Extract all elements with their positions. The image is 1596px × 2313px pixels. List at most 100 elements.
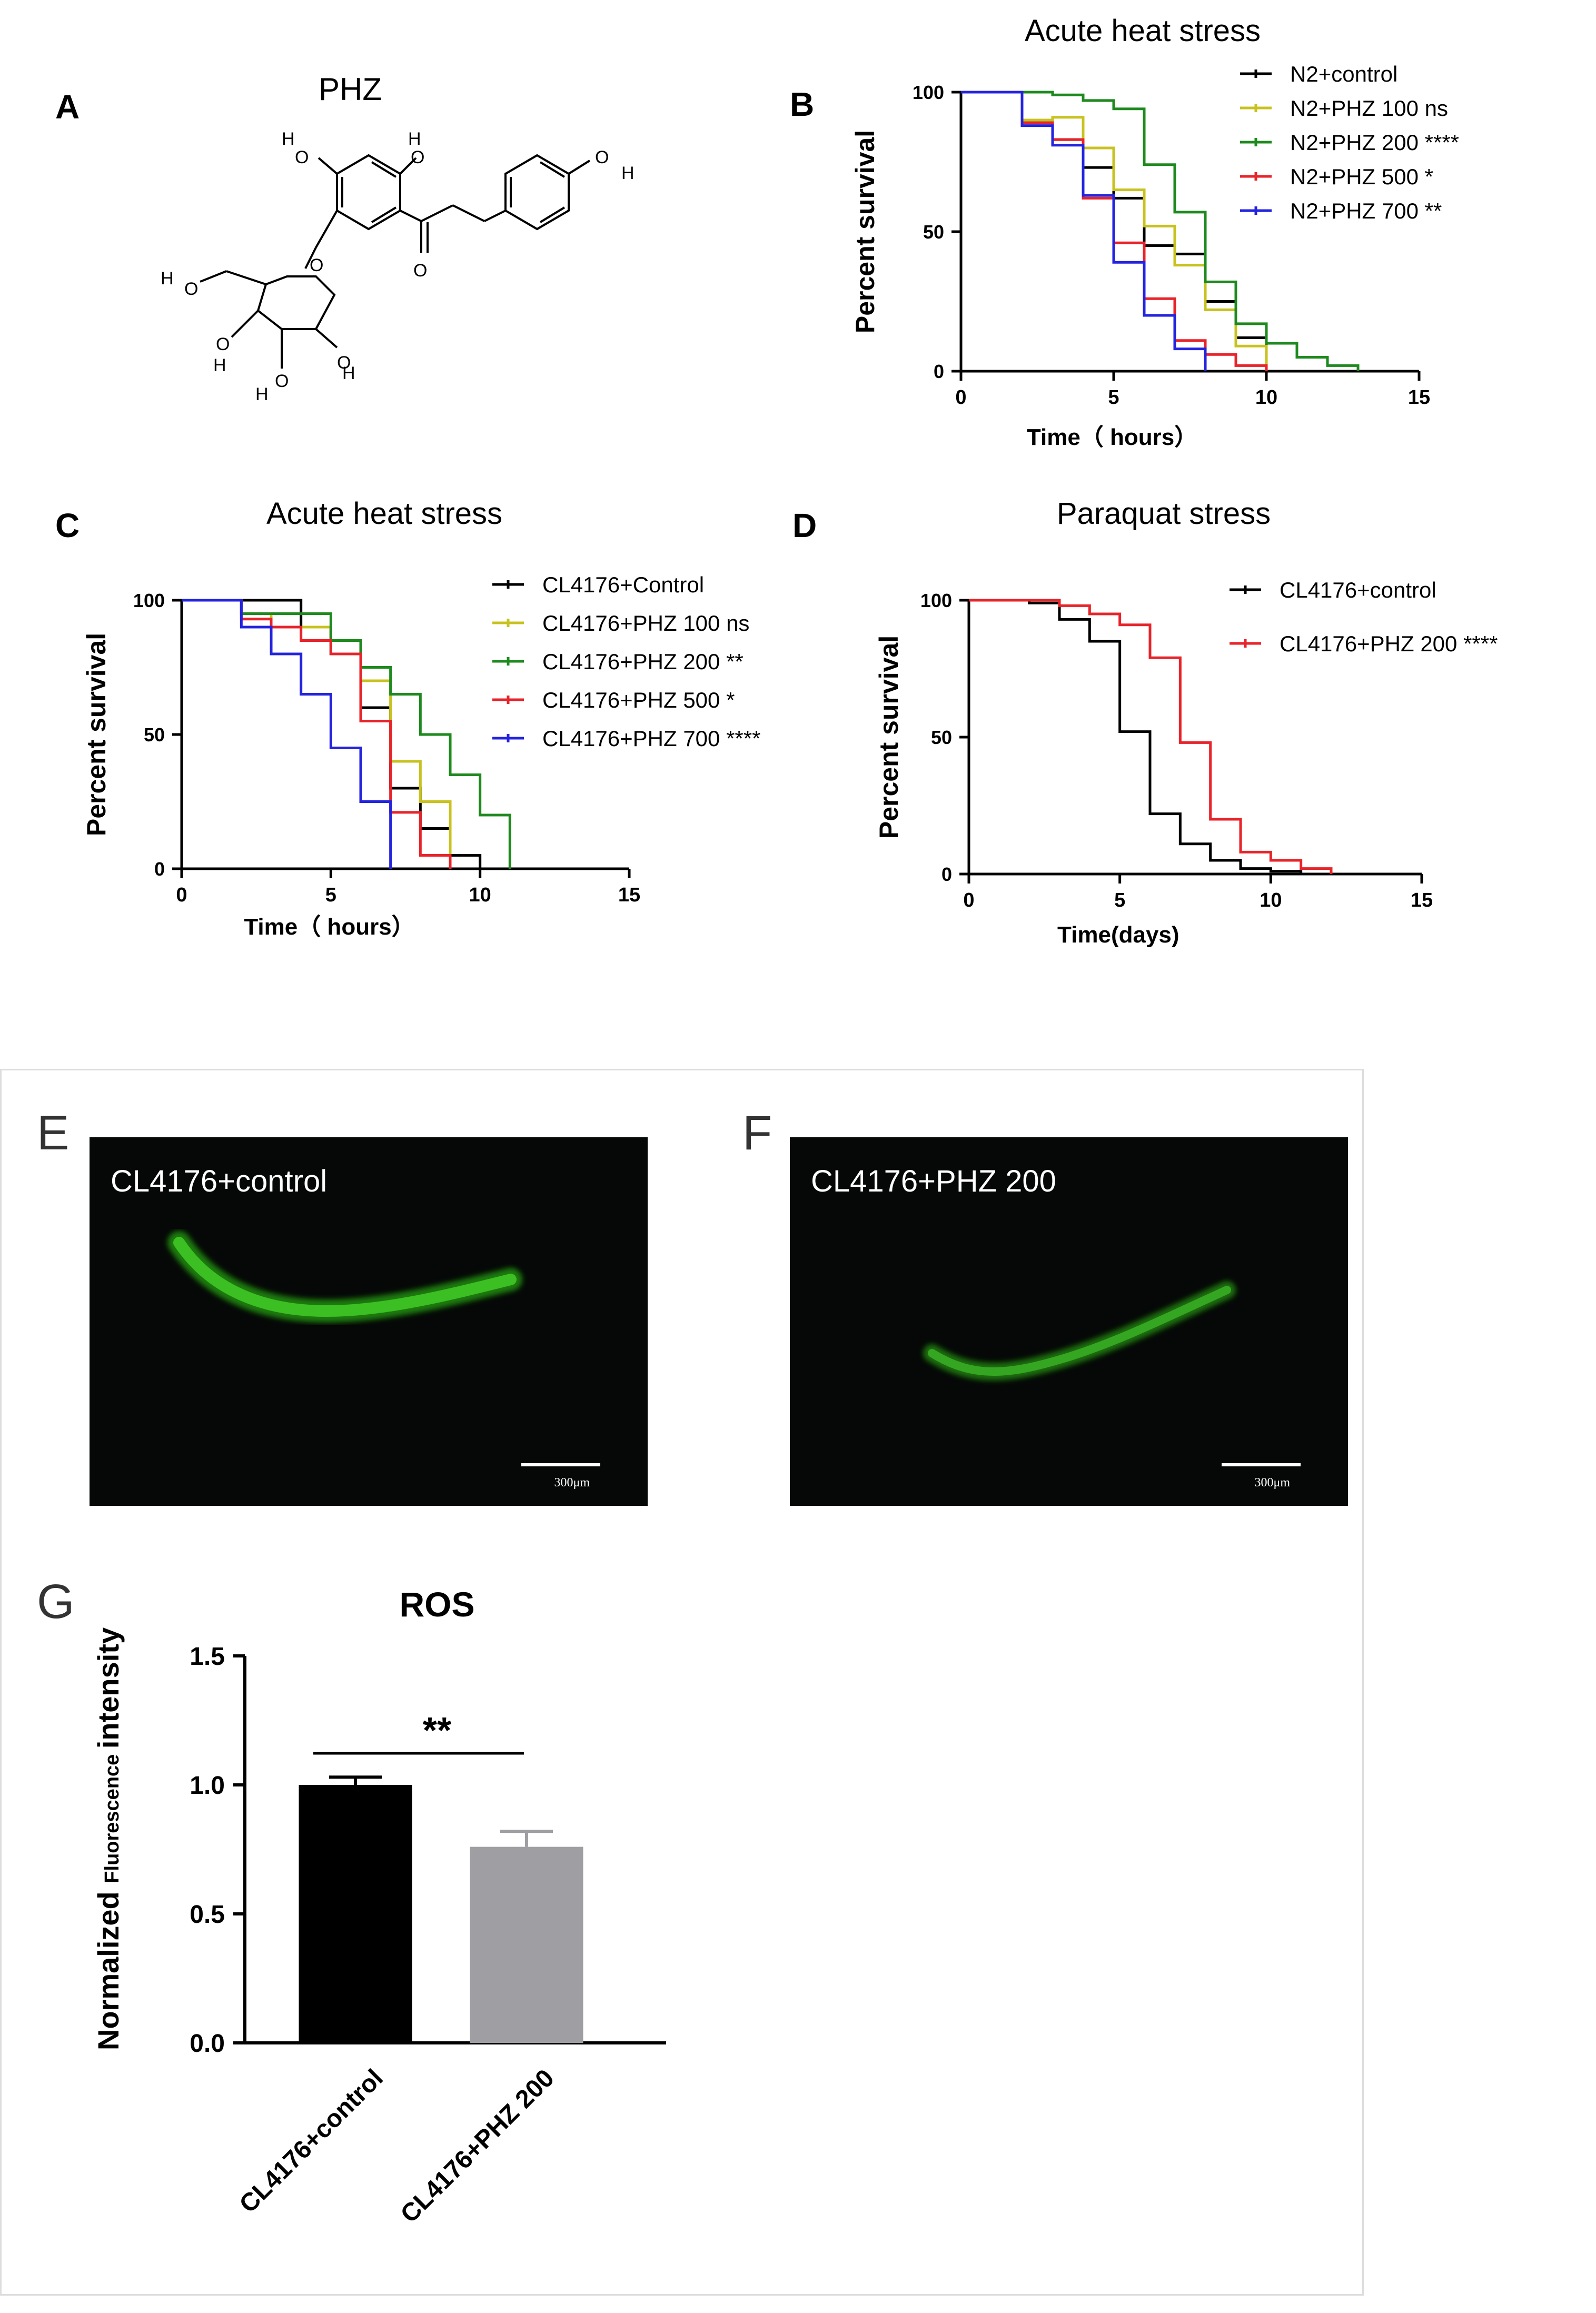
atom-label: O xyxy=(184,279,198,299)
bond-oh-2 xyxy=(399,157,417,175)
panel-b-letter: B xyxy=(790,85,814,123)
atom-label: H xyxy=(255,384,269,404)
molecule-atom-labels: H O H O O H O O H O H O O H O H O H xyxy=(161,129,635,404)
molecule-structure xyxy=(200,154,591,369)
bond-ring-oh-3 xyxy=(315,328,338,349)
series-line-3 xyxy=(182,599,511,869)
panel-f-letter: F xyxy=(742,1106,772,1160)
y-tick-label: 100 xyxy=(920,590,952,611)
micrograph-label: CL4176+PHZ 200 xyxy=(811,1164,1056,1198)
atom-label: H xyxy=(408,129,421,149)
panel-c-chart: Acute heat stress 0 5 10 15 0 50 100 Time（ hours… xyxy=(82,497,760,940)
micrograph-phz200: CL4176+PHZ 200 300μm xyxy=(790,1137,1348,1506)
y-tick-label: 50 xyxy=(931,727,952,748)
atom-label: H xyxy=(621,163,635,183)
x-tick-label: 10 xyxy=(469,884,491,906)
legend-entry: CL4176+PHZ 200 **** xyxy=(1280,631,1498,656)
scale-bar-label: 300μm xyxy=(554,1476,590,1490)
x-tick-label: 10 xyxy=(1255,386,1277,409)
ring-a-double-bond xyxy=(371,206,397,223)
y-axis-label-part: Normalized xyxy=(92,1883,125,2050)
chart-title: Paraquat stress xyxy=(1057,497,1271,531)
atom-label: H xyxy=(342,363,355,383)
significance-label: ** xyxy=(423,1710,452,1751)
bond-chain-1 xyxy=(421,204,453,222)
panel-c-letter: C xyxy=(55,507,80,544)
x-axis-label: Time(days) xyxy=(1057,922,1179,948)
y-axis-label-part: intensity xyxy=(92,1627,125,1749)
legend-entry: CL4176+PHZ 700 **** xyxy=(542,726,760,751)
y-tick-label: 50 xyxy=(144,724,165,746)
bond-o-anomeric xyxy=(304,247,317,269)
x-tick-label: 10 xyxy=(1260,889,1282,911)
bond-o-glyc xyxy=(315,210,338,248)
atom-label: O xyxy=(595,147,609,167)
microscopy-frame xyxy=(0,1069,1364,2296)
y-tick-label: 0.5 xyxy=(190,1901,225,1929)
bond-oh-1 xyxy=(318,157,338,175)
bond-ch2oh-o xyxy=(200,270,227,283)
x-tick-label: 15 xyxy=(1408,386,1430,409)
y-tick-label: 0 xyxy=(154,858,165,880)
y-tick-label: 100 xyxy=(133,590,165,611)
atom-label: O xyxy=(337,353,351,373)
legend-entry: CL4176+control xyxy=(1280,578,1436,602)
y-tick-label: 100 xyxy=(913,82,944,103)
ring-a-bond xyxy=(336,154,401,231)
legend-entry: N2+control xyxy=(1290,62,1397,86)
ring-b-double-bond xyxy=(539,161,566,178)
micrograph-label: CL4176+control xyxy=(111,1164,328,1198)
panel-d-letter: D xyxy=(792,507,817,544)
panel-d-chart: Paraquat stress 0 5 10 15 0 50 100 Time(days) Per… xyxy=(874,497,1498,948)
series-line-3 xyxy=(961,91,1360,371)
panel-a: A PHZ xyxy=(55,72,635,404)
x-tick-label: 0 xyxy=(176,884,187,906)
series-line-1 xyxy=(969,599,1303,874)
legend-entry: CL4176+Control xyxy=(542,572,704,597)
x-tick-label: 15 xyxy=(1411,889,1433,911)
panel-g-letter: G xyxy=(37,1575,75,1629)
micrograph-control: CL4176+control 300μm xyxy=(90,1137,648,1506)
y-tick-label: 0 xyxy=(934,361,944,382)
atom-label: O xyxy=(295,147,309,167)
ring-b-double-bond xyxy=(539,206,566,223)
x-axis-label: Time（ hours） xyxy=(244,914,414,940)
y-tick-label: 1.5 xyxy=(190,1643,225,1671)
y-axis-label: Normalized Fluorescence intensity xyxy=(92,1627,125,2050)
chart-title: Acute heat stress xyxy=(266,497,502,531)
scale-bar xyxy=(1222,1463,1301,1466)
bar-1 xyxy=(299,1785,412,2043)
worm-image xyxy=(167,1231,522,1323)
ring-b-bond xyxy=(504,154,570,231)
x-tick-label: 5 xyxy=(1108,386,1119,409)
bar-2 xyxy=(470,1847,583,2043)
x-tick-label: 15 xyxy=(618,884,640,906)
y-tick-label: 0 xyxy=(941,863,952,885)
legend-entry: N2+PHZ 100 ns xyxy=(1290,96,1448,121)
chart-title: Acute heat stress xyxy=(1025,14,1261,48)
y-axis-label-part: Fluorescence xyxy=(101,1749,123,1883)
bond-oh-b xyxy=(568,160,591,175)
molecule-title: PHZ xyxy=(319,72,382,107)
atom-label: O xyxy=(413,261,427,281)
y-tick-label: 0.0 xyxy=(190,2030,225,2058)
atom-label: O xyxy=(411,147,424,167)
y-tick-label: 1.0 xyxy=(190,1772,225,1800)
bond-carbonyl xyxy=(400,210,422,222)
legend-entry: CL4176+PHZ 100 ns xyxy=(542,611,749,636)
panel-e-letter: E xyxy=(37,1106,70,1160)
atom-label: H xyxy=(213,355,226,375)
y-axis-label: Percent survival xyxy=(82,633,111,836)
bond-ring-oh-1 xyxy=(231,310,259,338)
atom-label: H xyxy=(282,129,295,149)
atom-label: H xyxy=(161,269,174,289)
series-line-5 xyxy=(961,91,1207,371)
atom-label: O xyxy=(310,255,323,275)
y-axis-label: Percent survival xyxy=(874,636,904,839)
x-tick-label: 0 xyxy=(963,889,974,911)
atom-label: O xyxy=(275,371,289,391)
series-line-4 xyxy=(961,91,1268,371)
scale-bar-label: 300μm xyxy=(1254,1476,1290,1490)
series-line-2 xyxy=(969,599,1333,874)
